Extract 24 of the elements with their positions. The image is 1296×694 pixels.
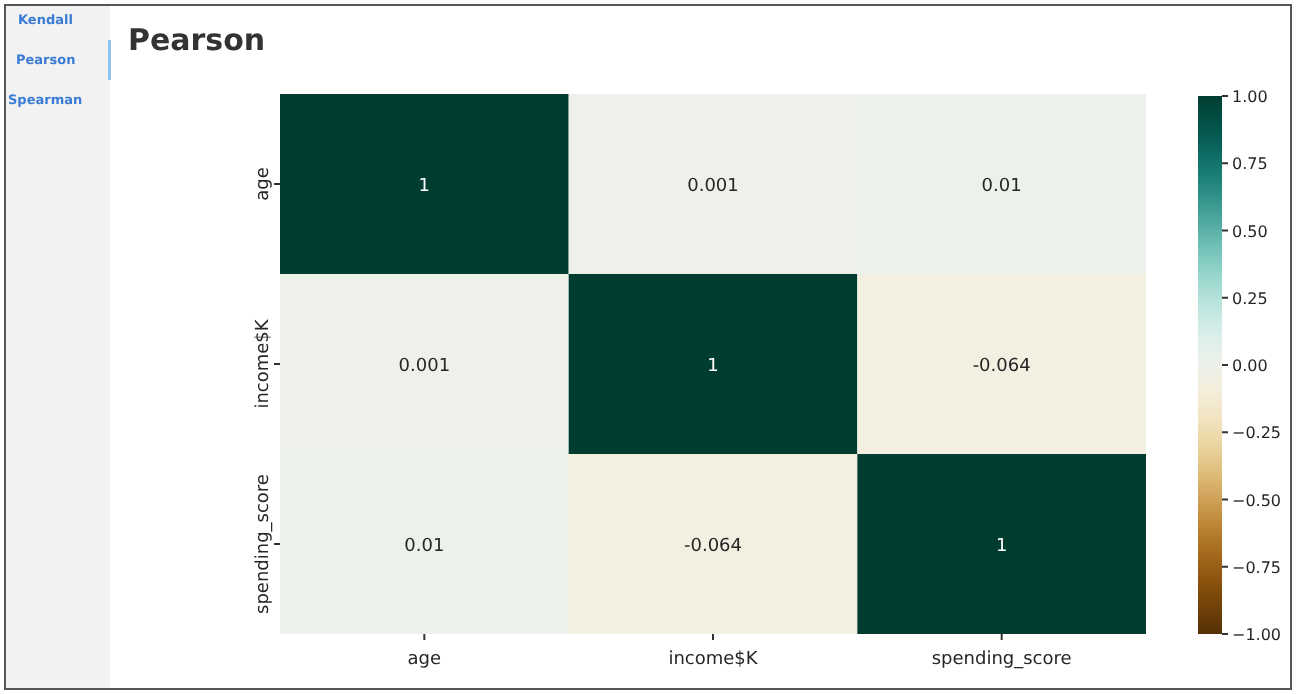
- color-bar-label: 0.00: [1232, 357, 1268, 375]
- data-label: 0.001: [687, 177, 739, 197]
- color-bar-label: 0.50: [1232, 222, 1268, 241]
- x-tick-label: age: [407, 650, 443, 670]
- data-label: 0.01: [404, 537, 445, 557]
- data-label: 0.001: [398, 357, 451, 377]
- color-bar-label: −0.50: [1232, 491, 1282, 510]
- color-bar-label: 1.00: [1232, 88, 1268, 106]
- y-tick-label: income$K: [254, 317, 274, 409]
- data-label: -0.064: [683, 537, 743, 557]
- color-bar-label: −0.25: [1232, 424, 1282, 443]
- x-tick-label: income$K: [668, 650, 760, 670]
- data-label: 1: [707, 357, 719, 377]
- data-label: 0.01: [981, 177, 1022, 197]
- y-tick-label: age: [254, 166, 274, 201]
- x-tick-label: spending_score: [931, 650, 1073, 670]
- color-bar-label: −0.75: [1232, 558, 1282, 577]
- color-bar-label: 0.75: [1232, 155, 1268, 174]
- color-bar-label: 0.25: [1232, 289, 1268, 308]
- data-label: 1: [995, 537, 1008, 557]
- data-label: 1: [418, 177, 431, 197]
- chart-title: Pearson: [128, 22, 266, 58]
- color-bar-label: −1.00: [1232, 626, 1282, 644]
- data-label: -0.064: [972, 357, 1032, 377]
